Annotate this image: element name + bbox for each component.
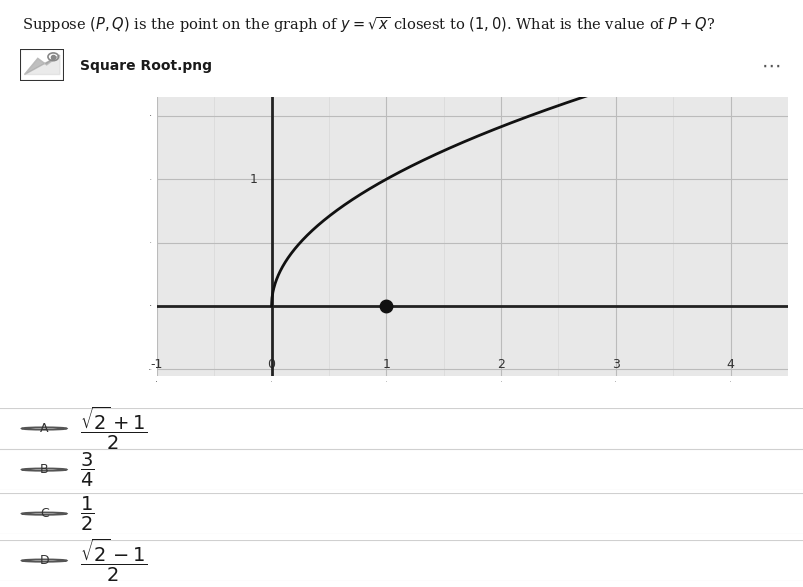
Text: 1: 1 <box>250 173 258 185</box>
Text: ⋯: ⋯ <box>761 56 781 75</box>
Text: D: D <box>39 554 49 567</box>
Text: B: B <box>40 463 48 476</box>
Text: $\dfrac{3}{4}$: $\dfrac{3}{4}$ <box>80 451 95 488</box>
Text: 4: 4 <box>726 357 734 370</box>
Circle shape <box>22 512 67 515</box>
Text: 1: 1 <box>382 357 389 370</box>
Circle shape <box>22 468 67 471</box>
Text: $\dfrac{\sqrt{2}+1}{2}$: $\dfrac{\sqrt{2}+1}{2}$ <box>80 405 147 452</box>
Polygon shape <box>25 55 60 75</box>
Text: $\dfrac{\sqrt{2}-1}{2}$: $\dfrac{\sqrt{2}-1}{2}$ <box>80 537 147 584</box>
Text: Suppose $\mathit{(P, Q)}$ is the point on the graph of $y = \sqrt{x}$ closest to: Suppose $\mathit{(P, Q)}$ is the point o… <box>22 15 714 35</box>
Circle shape <box>22 427 67 430</box>
Text: 2: 2 <box>496 357 504 370</box>
Text: A: A <box>40 422 48 435</box>
Text: 0: 0 <box>267 357 275 370</box>
Text: Square Root.png: Square Root.png <box>80 59 212 73</box>
Polygon shape <box>25 55 60 75</box>
Text: 3: 3 <box>611 357 619 370</box>
Circle shape <box>22 559 67 562</box>
Text: -1: -1 <box>150 357 163 370</box>
Text: C: C <box>40 507 48 520</box>
Text: $\dfrac{1}{2}$: $\dfrac{1}{2}$ <box>80 495 95 532</box>
